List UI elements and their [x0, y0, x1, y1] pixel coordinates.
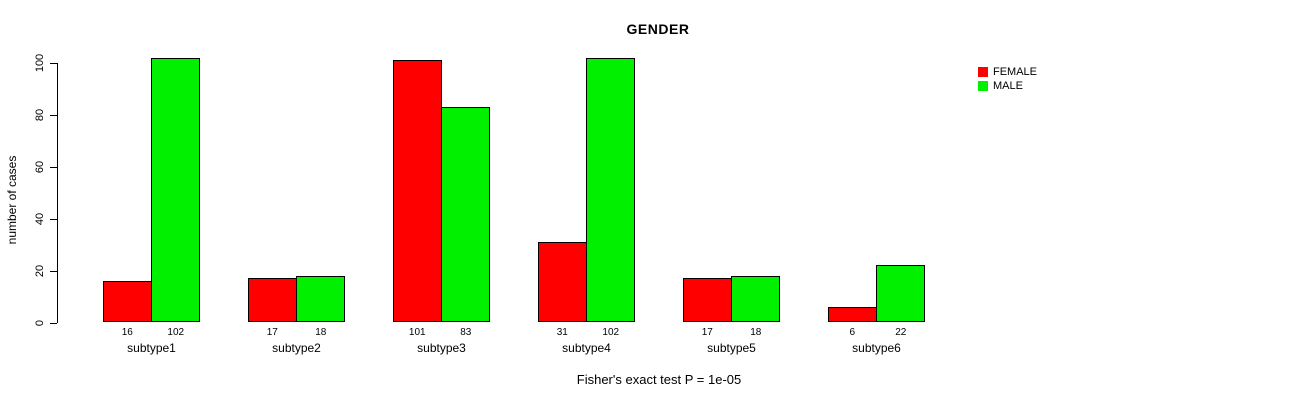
- bar-male-subtype3: [440, 107, 490, 323]
- category-label-subtype1: subtype1: [127, 341, 176, 355]
- bar-female-subtype4: [538, 242, 587, 323]
- y-axis-label: number of cases: [5, 155, 19, 245]
- y-axis-tick-label: 80: [34, 108, 46, 122]
- category-label-subtype6: subtype6: [852, 341, 901, 355]
- legend-label: FEMALE: [993, 66, 1038, 78]
- category-label-subtype2: subtype2: [272, 341, 321, 355]
- category-label-subtype5: subtype5: [707, 341, 756, 355]
- bar-male-subtype1: [150, 57, 200, 323]
- legend-swatch-icon: [978, 81, 988, 91]
- legend-swatch-icon: [978, 67, 988, 77]
- bar-female-subtype2: [248, 278, 297, 323]
- y-axis-tick-label: 20: [34, 264, 46, 277]
- bar-value-label: 83: [460, 327, 472, 338]
- category-label-subtype3: subtype3: [417, 341, 466, 355]
- bar-value-label: 17: [266, 327, 278, 338]
- bar-value-label: 18: [750, 327, 762, 338]
- bar-value-label: 6: [849, 327, 856, 338]
- bar-female-subtype5: [683, 278, 732, 323]
- y-axis-tick-label: 0: [34, 319, 46, 326]
- bar-female-subtype6: [828, 306, 877, 323]
- chart-title: GENDER: [626, 21, 690, 37]
- legend-item-female: FEMALE: [978, 65, 1037, 79]
- y-axis-tick: [50, 114, 57, 116]
- legend-item-male: MALE: [978, 79, 1037, 93]
- y-axis-tick: [50, 166, 57, 168]
- bar-value-label: 101: [408, 327, 426, 338]
- bar-male-subtype4: [585, 57, 635, 323]
- bar-value-label: 102: [167, 327, 185, 338]
- y-axis-tick: [50, 218, 57, 220]
- chart-subtitle: Fisher's exact test P = 1e-05: [576, 372, 742, 387]
- y-axis-line: [57, 63, 58, 323]
- y-axis-tick: [50, 322, 57, 324]
- bar-value-label: 18: [315, 327, 327, 338]
- y-axis-tick: [50, 63, 57, 64]
- y-axis-tick-label: 40: [34, 212, 46, 225]
- bar-value-label: 102: [602, 327, 620, 338]
- bar-female-subtype3: [393, 60, 442, 323]
- bar-value-label: 22: [895, 327, 907, 338]
- bar-value-label: 16: [121, 327, 133, 338]
- y-axis-tick-label: 100: [34, 53, 46, 73]
- legend: FEMALE MALE: [978, 65, 1037, 93]
- y-axis-tick: [50, 270, 57, 272]
- bar-male-subtype2: [295, 275, 345, 323]
- bar-male-subtype6: [875, 265, 925, 323]
- legend-label: MALE: [993, 80, 1023, 92]
- bar-male-subtype5: [730, 275, 780, 323]
- bar-value-label: 31: [556, 327, 568, 338]
- bar-value-label: 17: [701, 327, 713, 338]
- category-label-subtype4: subtype4: [562, 341, 611, 355]
- y-axis-tick-label: 60: [34, 160, 46, 173]
- bar-female-subtype1: [103, 280, 152, 323]
